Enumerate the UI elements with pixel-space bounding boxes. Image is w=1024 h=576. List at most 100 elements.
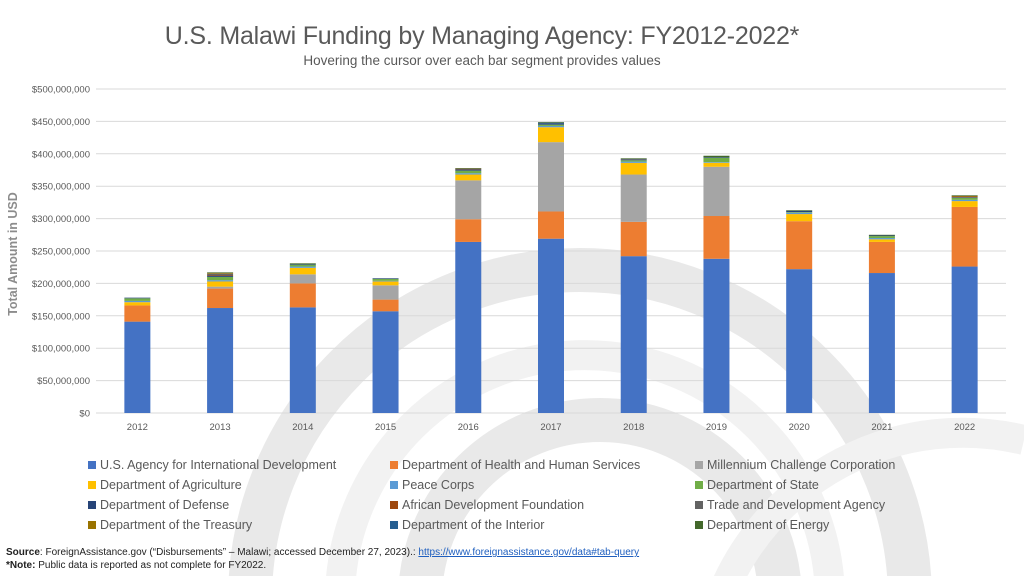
bar-segment[interactable] — [538, 238, 564, 413]
bar-segment[interactable] — [289, 264, 316, 267]
bar-segment[interactable] — [455, 170, 482, 174]
bar-segment[interactable] — [289, 263, 316, 265]
bar-segment[interactable] — [620, 161, 647, 163]
bar-segment[interactable] — [620, 158, 647, 160]
bar-segment[interactable] — [207, 276, 234, 281]
bar-segment[interactable] — [786, 221, 813, 270]
bar-segment[interactable] — [207, 273, 234, 274]
bar-segment[interactable] — [620, 158, 647, 159]
bar-segment[interactable] — [207, 280, 234, 282]
bar-segment[interactable] — [207, 286, 234, 289]
bar-segment[interactable] — [372, 281, 399, 286]
bar-segment[interactable] — [868, 238, 895, 240]
bar-segment[interactable] — [951, 201, 978, 207]
bar-segment[interactable] — [703, 157, 730, 163]
x-tick-label: 2018 — [623, 422, 644, 433]
bar-segment[interactable] — [868, 273, 895, 413]
bar-segment[interactable] — [703, 216, 730, 259]
bar-segment[interactable] — [703, 166, 730, 217]
bar-segment[interactable] — [951, 197, 978, 200]
legend-item: African Development Foundation — [390, 497, 695, 513]
bar-segment[interactable] — [455, 168, 482, 169]
bar-segment[interactable] — [786, 269, 813, 413]
bar-segment[interactable] — [289, 307, 316, 413]
bar-segment[interactable] — [538, 211, 564, 239]
bar-segment[interactable] — [124, 298, 151, 301]
bar-segment[interactable] — [703, 162, 730, 163]
bar-segment[interactable] — [868, 235, 895, 237]
bar-segment[interactable] — [124, 297, 151, 299]
bar-segment[interactable] — [207, 288, 234, 309]
bar-segment[interactable] — [124, 300, 151, 303]
y-tick-label: $400,000,000 — [32, 149, 90, 160]
bar-segment[interactable] — [868, 234, 895, 236]
bar-segment[interactable] — [951, 206, 978, 267]
bar-segment[interactable] — [538, 123, 564, 125]
bar-segment[interactable] — [124, 321, 151, 413]
bar-segment[interactable] — [207, 272, 234, 274]
bar-segment[interactable] — [207, 308, 234, 413]
bar-segment[interactable] — [703, 258, 730, 413]
legend-label: Department of the Treasury — [100, 518, 253, 532]
bar-segment[interactable] — [372, 280, 399, 282]
bar-segment[interactable] — [868, 239, 895, 242]
bar-segment[interactable] — [703, 157, 730, 158]
bar-segment[interactable] — [538, 122, 564, 123]
bar-segment[interactable] — [455, 173, 482, 175]
bar-segment[interactable] — [538, 124, 564, 126]
bar-segment[interactable] — [786, 214, 813, 222]
bar-segment[interactable] — [620, 174, 647, 222]
bar-segment[interactable] — [620, 159, 647, 161]
bar-segment[interactable] — [455, 168, 482, 170]
bar-segment[interactable] — [455, 241, 482, 413]
bar-segment[interactable] — [786, 212, 813, 213]
legend-item: Department of the Treasury — [88, 517, 390, 533]
bar-segment[interactable] — [786, 210, 813, 211]
bar-segment[interactable] — [207, 274, 234, 276]
legend-item: Department of Energy — [695, 517, 1005, 533]
bar-segment[interactable] — [372, 299, 399, 312]
bar-segment[interactable] — [951, 197, 978, 198]
bar-segment[interactable] — [620, 256, 647, 413]
source-label: Source — [6, 547, 40, 558]
bar-segment[interactable] — [951, 195, 978, 197]
bar-segment[interactable] — [951, 266, 978, 413]
bar-segment[interactable] — [372, 278, 399, 281]
bar-segment[interactable] — [538, 127, 564, 143]
bar-segment[interactable] — [455, 219, 482, 242]
bar-segment[interactable] — [372, 285, 399, 300]
bar-segment[interactable] — [951, 195, 978, 196]
note-line: *Note: Public data is reported as not co… — [6, 560, 266, 571]
bar-segment[interactable] — [289, 267, 316, 275]
bar-segment[interactable] — [538, 122, 564, 124]
source-link[interactable]: https://www.foreignassistance.gov/data#t… — [418, 547, 640, 558]
bar-segment[interactable] — [124, 302, 151, 306]
bar-segment[interactable] — [620, 221, 647, 257]
bar-segment[interactable] — [703, 155, 730, 158]
bar-segment[interactable] — [951, 199, 978, 202]
bar-segment[interactable] — [951, 196, 978, 198]
bar-segment[interactable] — [538, 142, 564, 212]
bar-segment[interactable] — [207, 275, 234, 277]
bar-segment[interactable] — [207, 281, 234, 287]
bar-segment[interactable] — [620, 162, 647, 175]
bar-segment[interactable] — [703, 162, 730, 167]
bar-segment[interactable] — [124, 305, 151, 322]
bar-segment[interactable] — [455, 169, 482, 171]
bar-segment[interactable] — [455, 180, 482, 220]
bar-segment[interactable] — [289, 266, 316, 268]
bar-segment[interactable] — [455, 174, 482, 181]
bar-segment[interactable] — [207, 273, 234, 275]
bar-segment[interactable] — [289, 274, 316, 284]
bar-segment[interactable] — [372, 311, 399, 413]
bar-segment[interactable] — [289, 283, 316, 308]
bar-segment[interactable] — [786, 212, 813, 215]
bar-segment[interactable] — [868, 236, 895, 239]
legend-swatch — [88, 481, 96, 489]
bar-segment[interactable] — [372, 278, 399, 279]
bar-segment[interactable] — [786, 210, 813, 213]
bar-segment[interactable] — [538, 125, 564, 128]
bar-segment[interactable] — [868, 241, 895, 274]
bar-segment[interactable] — [620, 160, 647, 162]
bar-segment[interactable] — [289, 263, 316, 264]
